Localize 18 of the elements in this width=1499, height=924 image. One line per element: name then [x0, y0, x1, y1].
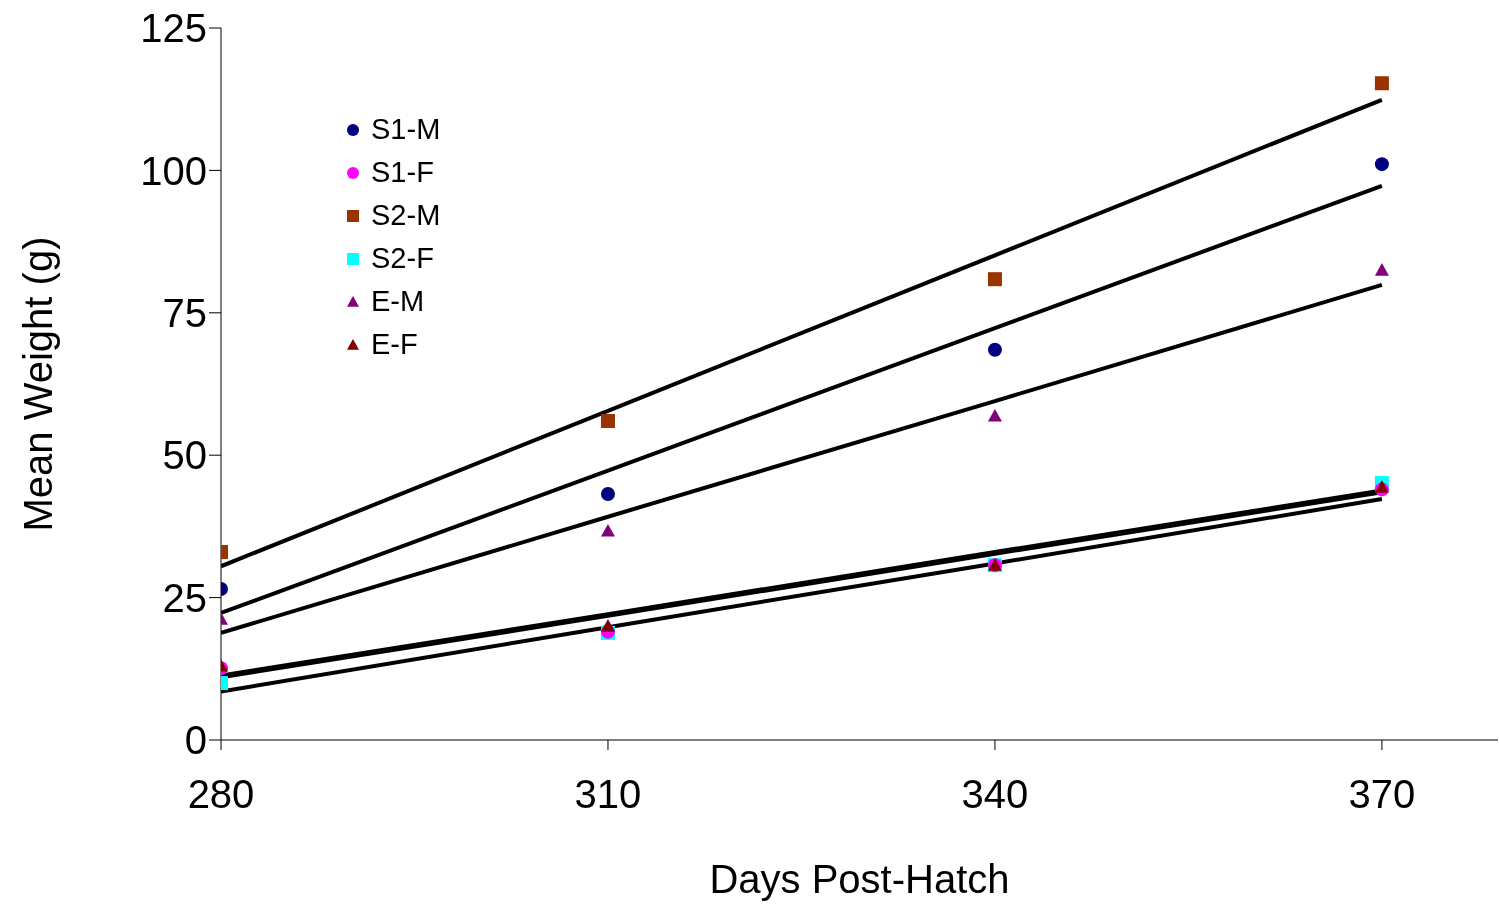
- y-tick-label: 75: [162, 291, 207, 335]
- x-axis-title: Days Post-Hatch: [709, 857, 1010, 901]
- legend-label: S2-F: [371, 241, 434, 276]
- x-tick-label: 280: [187, 772, 255, 817]
- y-tick-label: 100: [140, 148, 207, 193]
- legend-label: S1-F: [371, 155, 434, 190]
- legend-label: S1-M: [371, 112, 441, 147]
- y-tick-label: 125: [140, 6, 207, 51]
- legend-label: E-M: [371, 284, 425, 319]
- y-tick-label: 25: [162, 575, 207, 620]
- y-axis-title: Mean Weight (g): [16, 236, 61, 532]
- legend-label: S2-M: [371, 198, 441, 233]
- x-tick-label: 310: [574, 772, 642, 817]
- x-tick-label: 370: [1348, 772, 1416, 817]
- y-tick-label: 0: [184, 718, 207, 763]
- legend-label: E-F: [371, 327, 418, 362]
- x-tick-label: 340: [961, 772, 1029, 817]
- y-tick-label: 50: [162, 433, 207, 478]
